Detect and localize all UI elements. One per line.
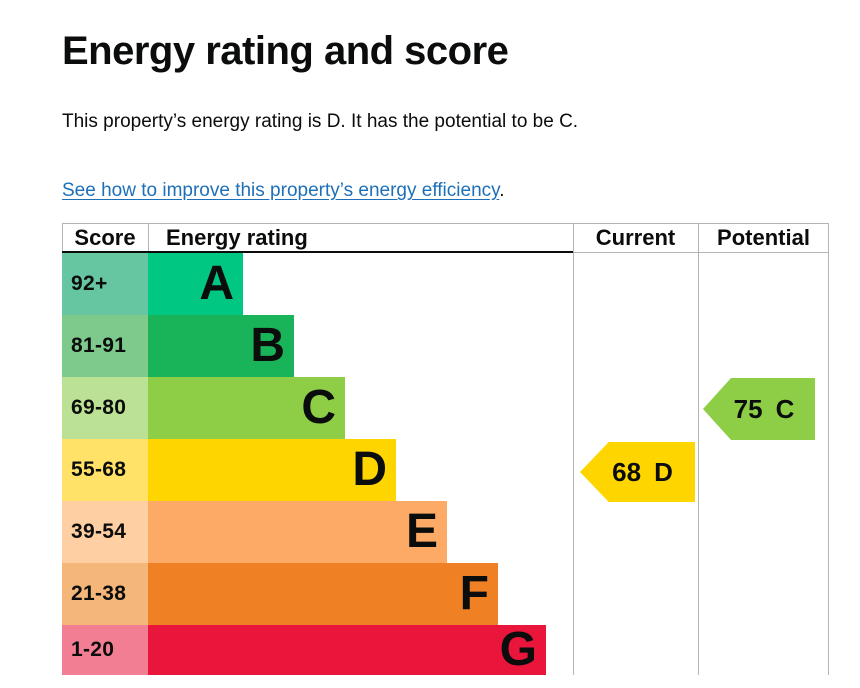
score-cell-e: 39-54 [62, 501, 148, 563]
score-cell-c: 69-80 [62, 377, 148, 439]
band-row-e: 39-54 E [62, 501, 447, 563]
potential-column-separator [698, 223, 699, 675]
epc-chart: Score Energy rating Current Potential 92… [62, 223, 829, 676]
band-row-b: 81-91 B [62, 315, 294, 377]
header-current: Current [595, 225, 676, 250]
current-column-separator [573, 223, 574, 675]
band-row-d: 55-68 D [62, 439, 396, 501]
current-rating-letter: D [654, 456, 673, 487]
energy-rating-summary: This property’s energy rating is D. It h… [62, 111, 579, 132]
rating-bar-d: D [148, 439, 396, 501]
rating-bar-f: F [148, 563, 498, 625]
page-title: Energy rating and score [62, 28, 509, 73]
score-rating-separator [148, 223, 149, 251]
score-cell-a: 92+ [62, 253, 148, 315]
rating-bar-e: E [148, 501, 447, 563]
score-cell-d: 55-68 [62, 439, 148, 501]
score-cell-b: 81-91 [62, 315, 148, 377]
band-row-c: 69-80 C [62, 377, 345, 439]
band-row-a: 92+ A [62, 253, 243, 315]
header-energy-rating: Energy rating [166, 225, 308, 250]
current-score: 68 [612, 456, 642, 487]
table-top-border [62, 223, 829, 224]
rating-bar-g: G [148, 625, 546, 675]
potential-rating-letter: C [775, 393, 795, 424]
improve-efficiency-link[interactable]: See how to improve this property’s energ… [62, 180, 500, 201]
potential-arrow: 75 C [703, 378, 815, 440]
band-row-g: 1-20 G [62, 625, 546, 675]
improve-efficiency-line: See how to improve this property’s energ… [62, 178, 505, 203]
table-right-border [828, 223, 829, 675]
current-arrow: 68 D [580, 442, 695, 502]
header-potential: Potential [717, 225, 810, 250]
link-period: . [499, 180, 505, 201]
header-underline [62, 251, 573, 253]
band-row-f: 21-38 F [62, 563, 498, 625]
rating-bar-b: B [148, 315, 294, 377]
header-underline-right [573, 252, 829, 253]
score-cell-f: 21-38 [62, 563, 148, 625]
score-cell-g: 1-20 [62, 625, 148, 675]
rating-bar-a: A [148, 253, 243, 315]
header-score: Score [74, 225, 136, 250]
rating-bar-c: C [148, 377, 345, 439]
potential-score: 75 [733, 393, 763, 424]
